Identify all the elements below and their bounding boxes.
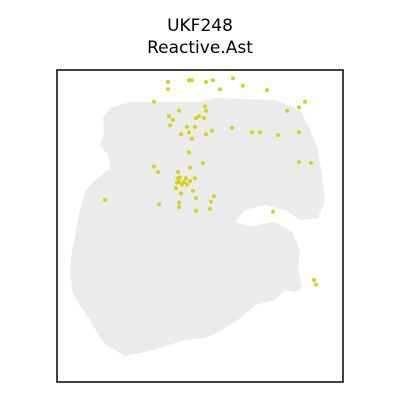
highlighted-spot [194,196,198,201]
highlighted-spot [204,108,208,113]
highlighted-spot [188,165,192,170]
highlighted-spot [218,87,222,92]
highlighted-spot [285,108,289,113]
highlighted-spot [204,80,208,84]
highlighted-spot [177,108,181,113]
highlighted-spot [276,133,280,138]
highlighted-spot [303,99,307,104]
highlighted-spot [103,197,107,202]
chart-title: UKF248 [167,16,233,36]
highlighted-spot [314,282,318,287]
highlighted-spot [202,116,206,120]
highlighted-spot [203,104,207,109]
highlighted-spot [185,182,189,187]
highlighted-spot [209,199,213,204]
highlighted-spot [175,180,179,185]
highlighted-spot [201,161,205,165]
highlighted-spot [176,170,180,174]
highlighted-spot [190,136,194,141]
highlighted-spot [187,130,191,135]
highlighted-spot [309,161,313,165]
highlighted-spot [193,176,197,181]
highlighted-spot [258,130,262,135]
highlighted-spot [208,206,212,211]
highlighted-spots [103,76,318,287]
highlighted-spot [194,116,198,120]
highlighted-spot [265,88,269,93]
highlighted-spot [230,125,234,130]
highlighted-spot [297,105,301,110]
highlighted-spot [190,78,194,83]
highlighted-spot [177,205,181,210]
highlighted-spot [204,132,208,137]
highlighted-spot [179,191,183,196]
highlighted-spot [194,208,198,213]
highlighted-spot [180,182,184,187]
highlighted-spot [177,200,181,205]
highlighted-spot [152,99,156,104]
highlighted-spot [185,125,189,129]
highlighted-spot [212,194,216,199]
highlighted-spot [297,130,301,135]
highlighted-spot [312,278,316,282]
highlighted-spot [193,125,197,129]
highlighted-spot [167,114,171,119]
highlighted-spot [210,128,214,133]
highlighted-spot [152,164,156,169]
tissue-area [70,98,325,356]
highlighted-spot [231,76,235,81]
highlighted-spot [166,87,170,92]
tissue-shape [70,98,325,356]
highlighted-spot [168,123,172,128]
highlighted-spot [179,132,183,137]
plot-frame [56,69,344,383]
highlighted-spot [297,160,301,165]
highlighted-spot [271,209,275,214]
chart-subtitle: Reactive.Ast [147,38,253,58]
highlighted-spot [191,188,195,193]
highlighted-spot [157,202,161,207]
highlighted-spot [241,83,245,88]
highlighted-spot [211,78,215,83]
highlighted-spot [197,114,201,119]
highlighted-spot [174,186,178,191]
highlighted-spot [166,80,170,84]
highlighted-spot [187,78,191,83]
highlighted-spot [184,176,188,181]
highlighted-spot [156,170,160,174]
highlighted-spot [188,179,192,183]
highlighted-spot [187,150,191,155]
highlighted-spot [171,117,175,122]
highlighted-spot [250,130,254,135]
highlighted-spot [176,176,180,181]
